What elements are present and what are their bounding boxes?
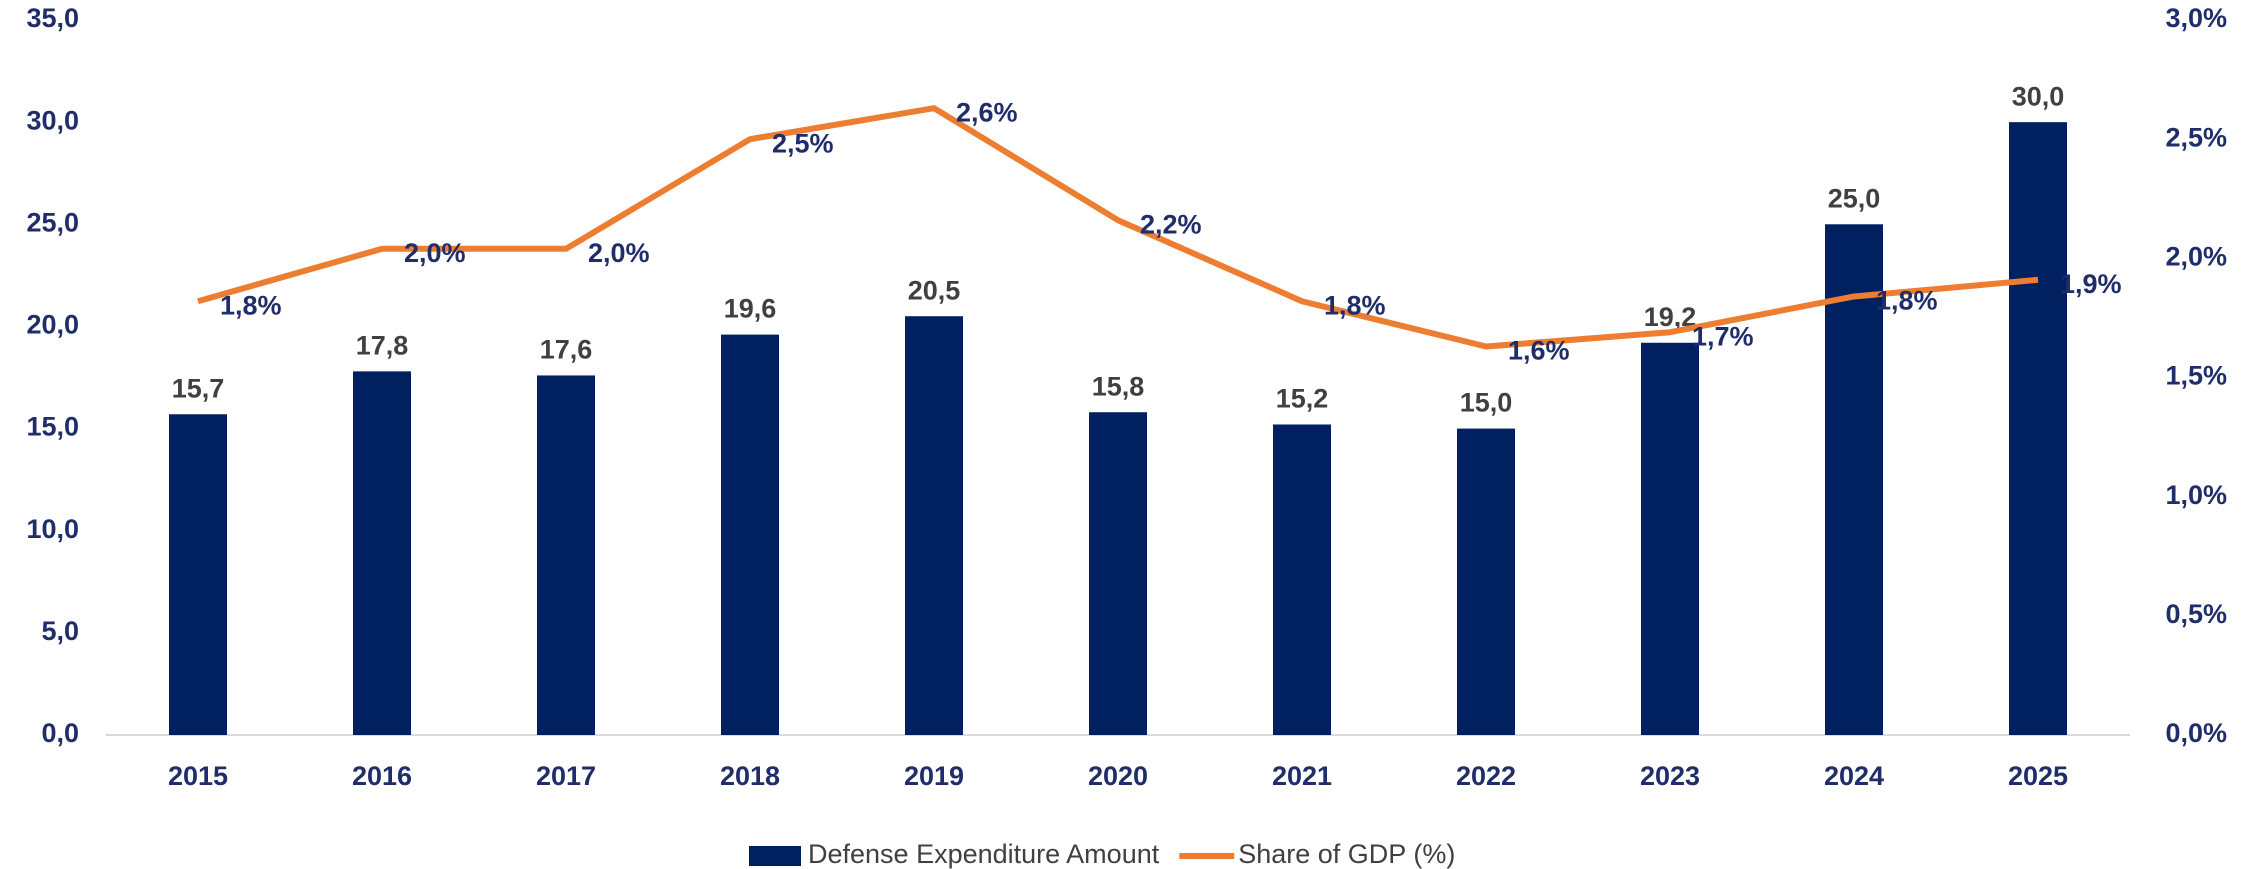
y2-tick-label: 0,0%: [2165, 718, 2227, 748]
x-tick-label: 2016: [352, 761, 412, 791]
line-value-label: 1,8%: [1876, 286, 1938, 316]
y2-tick-label: 1,0%: [2165, 480, 2227, 510]
y2-tick-label: 2,0%: [2165, 241, 2227, 271]
y2-tick-label: 2,5%: [2165, 122, 2227, 152]
line-value-label: 1,7%: [1692, 321, 1754, 351]
bar: [1457, 428, 1515, 735]
line-value-label: 2,2%: [1140, 209, 1202, 239]
bar-value-label: 15,8: [1092, 371, 1145, 401]
bar: [537, 375, 595, 735]
y-tick-label: 15,0: [26, 412, 79, 442]
y-tick-label: 5,0: [41, 616, 79, 646]
line-value-label: 1,6%: [1508, 336, 1570, 366]
line-value-label: 2,0%: [588, 238, 650, 268]
x-tick-label: 2022: [1456, 761, 1516, 791]
bar: [1089, 412, 1147, 735]
x-tick-label: 2021: [1272, 761, 1332, 791]
bar: [2009, 122, 2067, 735]
bar-value-label: 19,6: [724, 294, 777, 324]
x-tick-label: 2025: [2008, 761, 2068, 791]
y2-tick-label: 1,5%: [2165, 361, 2227, 391]
y-tick-label: 30,0: [26, 105, 79, 135]
y-tick-label: 20,0: [26, 310, 79, 340]
legend-label: Share of GDP (%): [1238, 839, 1455, 869]
y-tick-label: 25,0: [26, 207, 79, 237]
bar-value-label: 15,2: [1276, 384, 1329, 414]
bar-value-label: 17,8: [356, 330, 409, 360]
x-tick-label: 2024: [1824, 761, 1884, 791]
bar: [1273, 424, 1331, 735]
y2-tick-label: 3,0%: [2165, 3, 2227, 33]
legend-swatch: [749, 846, 801, 866]
x-tick-label: 2023: [1640, 761, 1700, 791]
x-tick-label: 2015: [168, 761, 228, 791]
line-value-label: 1,9%: [2060, 269, 2122, 299]
bar-value-label: 17,6: [540, 335, 593, 365]
bar-value-label: 15,7: [172, 373, 225, 403]
bar: [1641, 342, 1699, 735]
bar: [905, 316, 963, 735]
y-tick-label: 0,0: [41, 718, 79, 748]
bar: [353, 371, 411, 735]
bar-value-label: 15,0: [1460, 388, 1513, 418]
line-value-label: 1,8%: [1324, 290, 1386, 320]
y-tick-label: 10,0: [26, 514, 79, 544]
line-value-label: 2,6%: [956, 97, 1018, 127]
y-tick-label: 35,0: [26, 3, 79, 33]
x-tick-label: 2019: [904, 761, 964, 791]
x-tick-label: 2018: [720, 761, 780, 791]
legend-label: Defense Expenditure Amount: [808, 839, 1160, 869]
y2-tick-label: 0,5%: [2165, 599, 2227, 629]
bar-value-label: 25,0: [1828, 183, 1881, 213]
bar-value-label: 30,0: [2012, 81, 2065, 111]
bar: [1825, 224, 1883, 736]
line-value-label: 2,5%: [772, 128, 834, 158]
x-tick-label: 2017: [536, 761, 596, 791]
bar: [721, 334, 779, 735]
line: [197, 105, 2039, 350]
line-value-label: 2,0%: [404, 238, 466, 268]
bar: [169, 414, 227, 735]
line-value-label: 1,8%: [220, 290, 282, 320]
x-tick-label: 2020: [1088, 761, 1148, 791]
bar-value-label: 20,5: [908, 275, 961, 305]
